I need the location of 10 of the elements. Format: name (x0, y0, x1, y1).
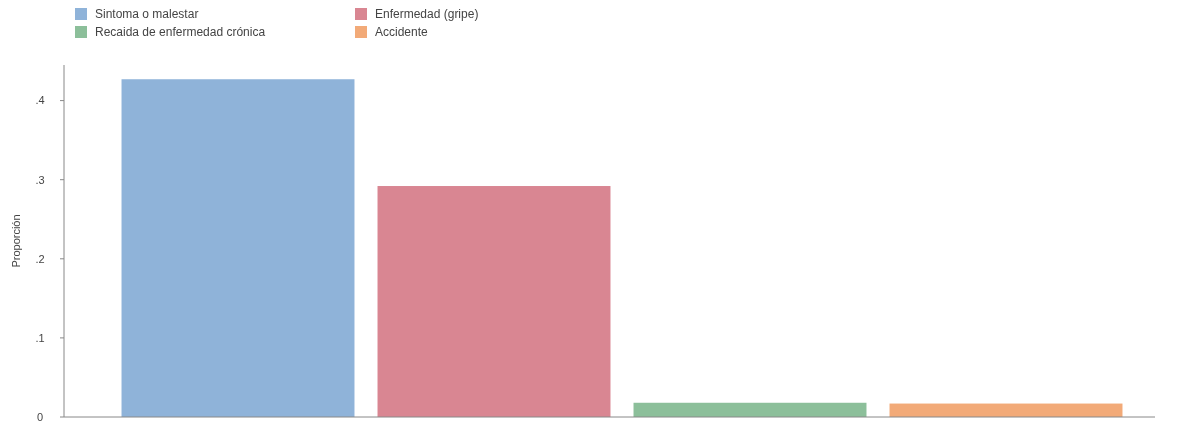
legend-label: Recaida de enfermedad crónica (95, 25, 266, 40)
y-tick-label: 0 (36, 410, 44, 421)
legend-label: Sintoma o malestar (95, 7, 199, 22)
y-tick-label: .4 (35, 94, 45, 107)
legend-label: Enfermedad (gripe) (375, 7, 479, 22)
y-tick-label: .3 (35, 173, 45, 186)
y-axis-title: Proporción (10, 214, 22, 268)
y-tick-label: .2 (35, 252, 45, 265)
y-tick-label: .1 (35, 331, 45, 344)
legend-label: Accidente (375, 25, 429, 40)
